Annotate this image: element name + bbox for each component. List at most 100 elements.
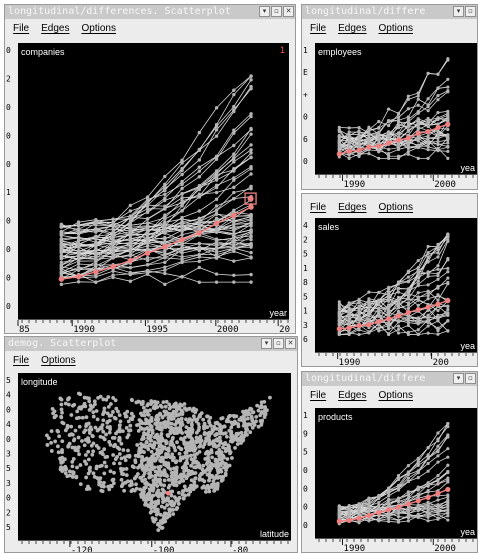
map-point bbox=[259, 419, 264, 424]
window-close-icon[interactable]: ✕ bbox=[283, 6, 294, 17]
menu-options[interactable]: Options bbox=[378, 23, 413, 34]
map-point bbox=[159, 459, 164, 464]
map-point bbox=[260, 410, 264, 414]
data-point bbox=[446, 149, 450, 153]
data-point bbox=[232, 243, 236, 247]
window-title[interactable]: longitudinal/differe bbox=[302, 5, 477, 19]
data-point bbox=[387, 494, 391, 498]
y-tick-label: 5 bbox=[6, 464, 11, 473]
y-axis: 1 9 5 0 0 0 0 bbox=[302, 408, 315, 538]
data-point bbox=[406, 97, 410, 101]
window-minimize-icon[interactable]: ▫ bbox=[465, 6, 476, 17]
series-line bbox=[339, 113, 449, 142]
scatterplot-canvas[interactable]: employees yea bbox=[315, 43, 477, 174]
map-point bbox=[186, 471, 191, 476]
data-point bbox=[180, 215, 184, 220]
window-close-icon[interactable]: ✕ bbox=[285, 338, 296, 349]
map-point bbox=[84, 422, 89, 427]
data-point bbox=[249, 272, 253, 277]
window-menu-icon[interactable]: ▾ bbox=[453, 373, 464, 384]
map-point bbox=[83, 453, 88, 457]
menu-file[interactable]: File bbox=[310, 202, 327, 213]
window-demog-scatterplot[interactable]: demog. Scatterplot ▾ ▫ ✕ File Options 5 4… bbox=[4, 336, 298, 553]
map-point bbox=[235, 442, 240, 447]
x-tick-label: -120 bbox=[71, 546, 93, 553]
map-point bbox=[160, 405, 164, 409]
menu-file[interactable]: File bbox=[13, 23, 30, 34]
menu-options[interactable]: Options bbox=[378, 390, 413, 401]
data-point bbox=[426, 294, 430, 298]
data-point bbox=[180, 158, 184, 163]
data-point bbox=[214, 134, 219, 138]
data-point bbox=[436, 444, 440, 448]
x-variable-label: yea bbox=[460, 527, 475, 537]
menu-edges[interactable]: Edges bbox=[41, 23, 70, 34]
map-point bbox=[78, 482, 83, 487]
window-menu-icon[interactable]: ▾ bbox=[453, 6, 464, 17]
menu-edges[interactable]: Edges bbox=[338, 23, 367, 34]
menu-options[interactable]: Options bbox=[378, 202, 413, 213]
y-tick-label: 9 bbox=[303, 429, 308, 438]
data-point bbox=[232, 280, 236, 284]
window-minimize-icon[interactable]: ▫ bbox=[273, 338, 284, 349]
window-companies-scatterplot[interactable]: longitudinal/differences. Scatterplot ▾ … bbox=[4, 4, 296, 334]
data-point bbox=[214, 122, 219, 127]
map-point bbox=[146, 427, 150, 432]
window-menu-icon[interactable]: ▾ bbox=[261, 338, 272, 349]
map-scatterplot-canvas[interactable]: longitude latitude bbox=[18, 373, 291, 540]
window-minimize-icon[interactable]: ▫ bbox=[271, 6, 282, 17]
menu-options[interactable]: Options bbox=[81, 23, 116, 34]
menu-options[interactable]: Options bbox=[41, 355, 76, 366]
data-point bbox=[76, 244, 81, 248]
map-point bbox=[158, 477, 163, 482]
map-point bbox=[117, 436, 122, 441]
map-point bbox=[149, 402, 153, 407]
data-point bbox=[347, 156, 351, 160]
window-menu-icon[interactable]: ▾ bbox=[259, 6, 270, 17]
window-title[interactable]: longitudinal/differences. Scatterplot bbox=[5, 5, 295, 19]
data-point bbox=[426, 469, 430, 473]
data-point bbox=[396, 324, 401, 328]
data-point bbox=[416, 470, 420, 474]
x-tick-label: 2000 bbox=[434, 180, 456, 190]
x-variable-label: yea bbox=[460, 163, 475, 173]
map-point bbox=[66, 402, 71, 407]
map-point bbox=[77, 424, 82, 429]
menu-edges[interactable]: Edges bbox=[338, 390, 367, 401]
menubar: File Options bbox=[5, 351, 297, 373]
data-point bbox=[436, 454, 440, 458]
data-point bbox=[59, 254, 64, 258]
data-point bbox=[416, 139, 420, 143]
data-point bbox=[396, 474, 401, 478]
menu-edges[interactable]: Edges bbox=[338, 202, 367, 213]
window-employees-scatterplot[interactable]: longitudinal/differe ▾ ▫ File Edges Opti… bbox=[301, 4, 478, 190]
window-products-scatterplot[interactable]: longitudinal/differe ▾ ▫ File Edges Opti… bbox=[301, 371, 478, 553]
data-point bbox=[416, 94, 420, 98]
window-minimize-icon[interactable]: ▫ bbox=[465, 373, 476, 384]
menu-file[interactable]: File bbox=[13, 355, 30, 366]
window-sales-scatterplot[interactable]: File Edges Options 4 2 5 1 8 5 1 3 6 sales yea 1… bbox=[301, 193, 478, 367]
x-tick-label: 1990 bbox=[73, 325, 95, 334]
scatterplot-canvas[interactable]: products yea bbox=[315, 408, 477, 538]
menu-file[interactable]: File bbox=[310, 23, 327, 34]
map-point bbox=[223, 431, 228, 436]
map-point bbox=[69, 424, 74, 429]
map-point bbox=[192, 480, 197, 485]
y-variable-label: products bbox=[318, 412, 353, 422]
map-point bbox=[153, 421, 158, 426]
data-point bbox=[249, 127, 253, 132]
map-point bbox=[193, 476, 198, 481]
scatterplot-canvas[interactable]: companies 1 year bbox=[18, 43, 289, 319]
window-title[interactable]: longitudinal/differe bbox=[302, 372, 477, 386]
menu-file[interactable]: File bbox=[310, 390, 327, 401]
map-point bbox=[122, 455, 127, 460]
highlighted-point bbox=[366, 322, 372, 328]
scatterplot-canvas[interactable]: sales yea bbox=[315, 218, 477, 352]
x-tick-label: 1990 bbox=[344, 544, 366, 553]
data-point bbox=[163, 268, 167, 272]
data-point bbox=[197, 241, 202, 246]
map-point bbox=[56, 429, 60, 434]
window-title[interactable]: demog. Scatterplot bbox=[5, 337, 297, 351]
map-point bbox=[45, 433, 49, 438]
series-line bbox=[61, 199, 252, 280]
